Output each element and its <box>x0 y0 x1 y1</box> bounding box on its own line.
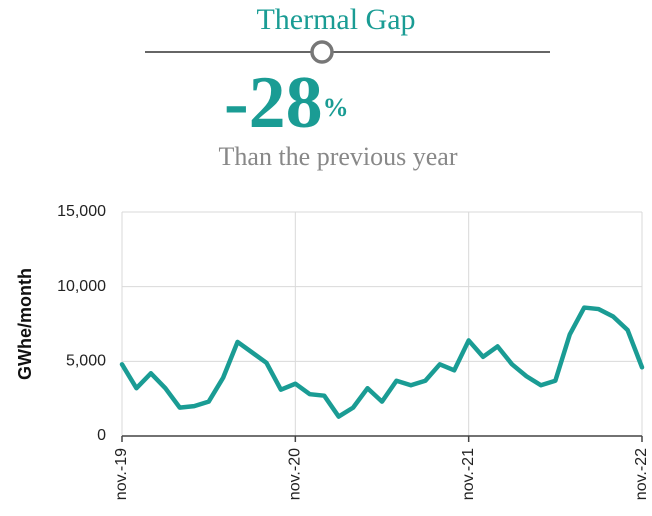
y-tick-label: 0 <box>97 427 106 444</box>
y-tick-label: 5,000 <box>66 353 106 370</box>
kpi-value: -28 <box>224 62 323 144</box>
y-tick-label: 10,000 <box>57 278 106 295</box>
kpi-figure: -28% <box>224 62 349 144</box>
x-tick-label: nov.-20 <box>287 448 304 500</box>
y-tick-label: 15,000 <box>57 203 106 220</box>
kpi-subtitle: Than the previous year <box>219 142 458 171</box>
y-axis-label: GWhe/month <box>15 268 35 380</box>
x-tick-label: nov.-19 <box>113 448 130 500</box>
slider-knob <box>310 40 334 64</box>
data-line <box>119 305 645 419</box>
kpi-unit: % <box>323 93 349 122</box>
kpi-title: Thermal Gap <box>256 3 415 36</box>
x-tick-label: nov.-21 <box>460 448 477 500</box>
x-tick-label: nov.-22 <box>633 448 650 500</box>
